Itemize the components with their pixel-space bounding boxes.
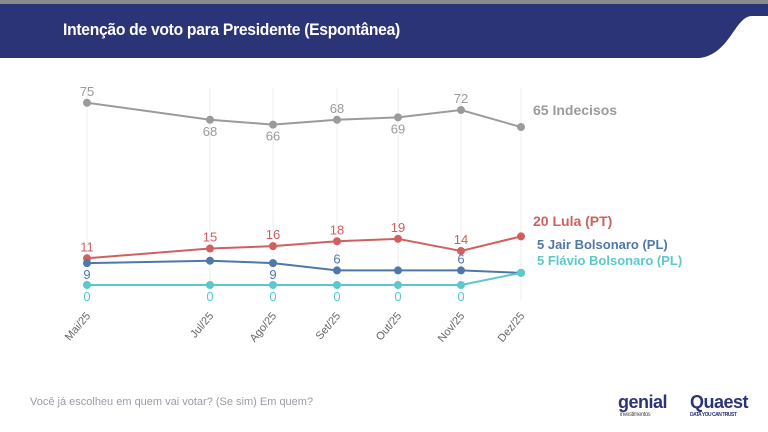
data-point — [206, 281, 214, 289]
x-tick-label: Dez/25 — [496, 310, 528, 344]
top-strip — [0, 0, 768, 4]
data-point — [333, 281, 341, 289]
data-point — [269, 242, 277, 251]
header-band — [0, 4, 768, 58]
data-label: 6 — [457, 251, 464, 266]
data-point — [457, 266, 465, 275]
data-point — [457, 281, 465, 289]
x-tick-label: Set/25 — [314, 310, 344, 342]
quaest-logo: Quaest DATA YOU CAN TRUST — [690, 392, 749, 418]
data-point — [83, 98, 91, 107]
data-label: 11 — [80, 239, 94, 254]
genial-logo-sub: investimentos — [620, 412, 651, 418]
x-tick-label: Out/25 — [374, 310, 404, 343]
data-label: 69 — [391, 121, 405, 136]
data-point — [333, 237, 341, 246]
data-label: 18 — [330, 222, 344, 237]
series-line — [86, 101, 522, 129]
data-label: 15 — [203, 230, 217, 245]
data-point — [269, 281, 277, 289]
genial-logo-text: genial — [618, 392, 668, 412]
data-label: 68 — [330, 101, 344, 116]
data-point — [206, 256, 214, 265]
series-line — [87, 271, 522, 286]
data-point — [517, 232, 525, 241]
data-point — [394, 266, 402, 275]
x-tick-label: Nov/25 — [436, 310, 468, 344]
data-label: 0 — [394, 289, 401, 304]
data-point — [517, 268, 525, 277]
series-end-label: 65 Indecisos — [533, 102, 617, 118]
data-label: 19 — [391, 220, 405, 235]
data-point — [206, 115, 214, 124]
data-point — [333, 266, 341, 275]
data-point — [394, 281, 402, 289]
data-label: 68 — [203, 124, 217, 139]
series-end-label: 5 Flávio Bolsonaro (PL) — [537, 253, 682, 268]
data-label: 0 — [269, 289, 276, 304]
x-tick-label: Jul/25 — [188, 310, 216, 340]
data-label: 0 — [457, 289, 464, 304]
data-label: 16 — [266, 227, 280, 242]
data-point — [457, 246, 465, 255]
series-line — [86, 259, 522, 274]
data-point — [269, 259, 277, 268]
data-point — [333, 115, 341, 124]
data-label: 66 — [266, 129, 280, 144]
data-label: 72 — [454, 91, 468, 106]
x-tick-label: Mai/25 — [63, 310, 93, 343]
data-point — [269, 120, 277, 129]
data-label: 0 — [333, 289, 340, 304]
data-point — [394, 234, 402, 243]
quaest-logo-text: Quaest — [690, 392, 749, 412]
page-title: Intenção de voto para Presidente (Espont… — [63, 20, 400, 39]
data-label: 0 — [206, 289, 213, 304]
x-tick-label: Ago/25 — [248, 310, 280, 344]
data-label: 14 — [454, 232, 468, 247]
data-label: 75 — [80, 84, 94, 99]
survey-question: Você já escolheu em quem vai votar? (Se … — [30, 396, 314, 408]
data-label: 9 — [83, 267, 90, 282]
data-point — [206, 244, 214, 253]
data-point — [83, 259, 91, 268]
data-label: 9 — [269, 267, 276, 282]
series-end-label: 5 Jair Bolsonaro (PL) — [537, 237, 668, 252]
data-point — [394, 113, 402, 122]
data-label: 6 — [333, 251, 340, 266]
series-end-label: 20 Lula (PT) — [533, 213, 612, 229]
quaest-logo-sub: DATA YOU CAN TRUST — [690, 412, 737, 418]
genial-logo: genial investimentos — [618, 392, 668, 418]
data-point — [457, 106, 465, 115]
data-point — [83, 281, 91, 289]
data-label: 0 — [83, 289, 90, 304]
data-point — [517, 123, 525, 132]
